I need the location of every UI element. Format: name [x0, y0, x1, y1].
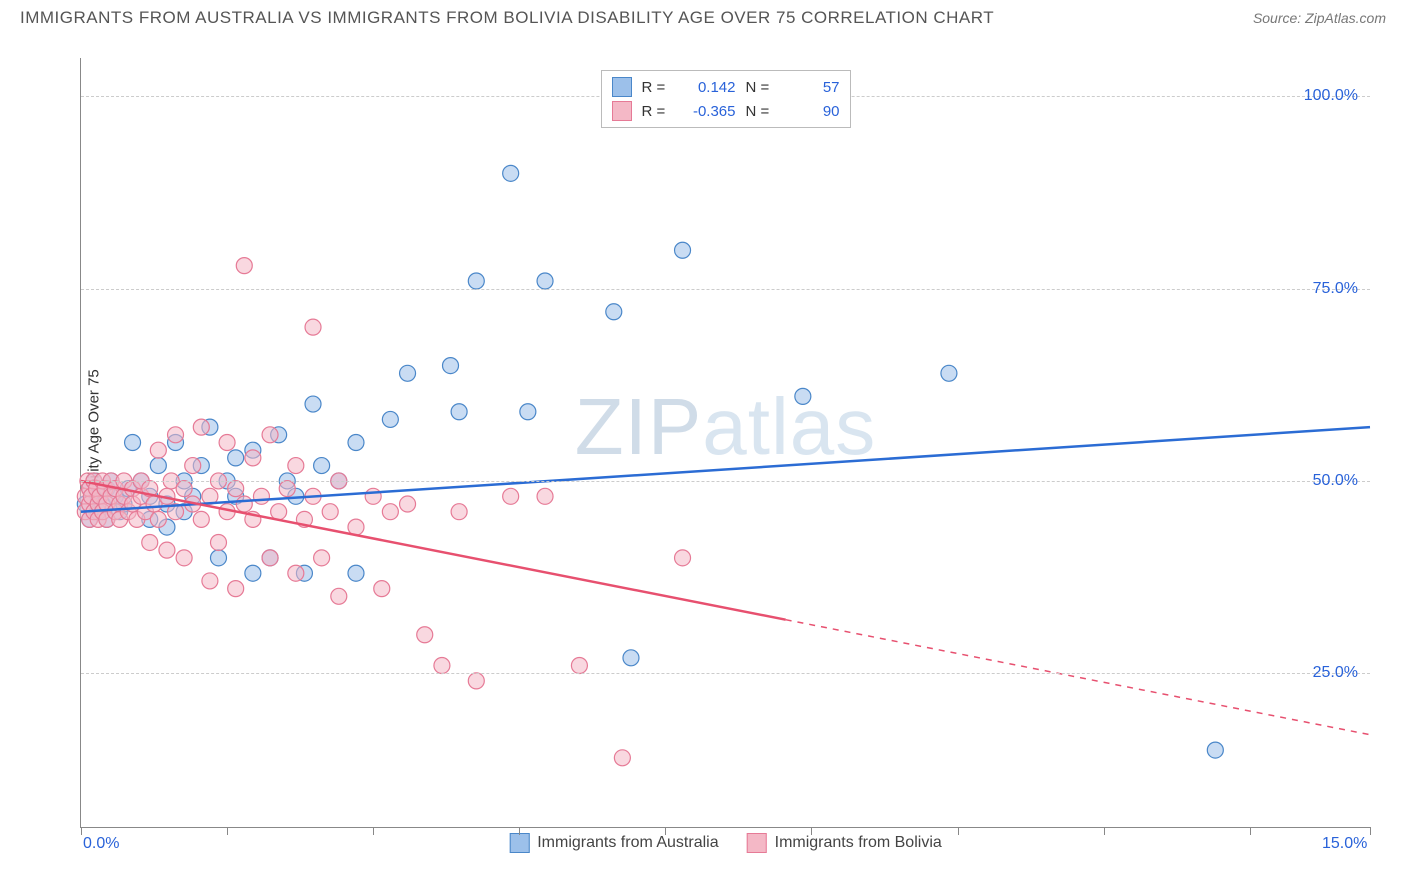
scatter-point	[434, 658, 450, 674]
n-label: N =	[746, 103, 774, 120]
r-label: R =	[642, 79, 670, 96]
r-value-a: 0.142	[680, 79, 736, 96]
scatter-point	[606, 304, 622, 320]
r-value-b: -0.365	[680, 103, 736, 120]
scatter-point	[176, 481, 192, 497]
legend-item-a: Immigrants from Australia	[509, 833, 718, 853]
scatter-point	[348, 519, 364, 535]
scatter-point	[941, 365, 957, 381]
y-tick-label: 25.0%	[1313, 664, 1358, 682]
scatter-point	[125, 435, 141, 451]
scatter-point	[503, 488, 519, 504]
scatter-point	[443, 358, 459, 374]
scatter-point	[245, 565, 261, 581]
scatter-point	[623, 650, 639, 666]
scatter-point	[451, 504, 467, 520]
scatter-point	[331, 588, 347, 604]
chart-svg	[81, 58, 1370, 827]
legend-item-b: Immigrants from Bolivia	[747, 833, 942, 853]
scatter-point	[571, 658, 587, 674]
correlation-chart: Disability Age Over 75 ZIPatlas R = 0.14…	[60, 48, 1380, 838]
swatch-series-b	[747, 833, 767, 853]
scatter-point	[1207, 742, 1223, 758]
swatch-series-a	[509, 833, 529, 853]
scatter-point	[382, 411, 398, 427]
scatter-point	[400, 365, 416, 381]
scatter-point	[322, 504, 338, 520]
page-title: IMMIGRANTS FROM AUSTRALIA VS IMMIGRANTS …	[20, 8, 994, 28]
swatch-series-a	[612, 77, 632, 97]
n-value-a: 57	[784, 79, 840, 96]
scatter-point	[193, 511, 209, 527]
scatter-point	[150, 442, 166, 458]
scatter-point	[228, 581, 244, 597]
scatter-point	[150, 511, 166, 527]
scatter-point	[795, 388, 811, 404]
scatter-point	[503, 165, 519, 181]
legend-stats: R = 0.142 N = 57 R = -0.365 N = 90	[601, 70, 851, 128]
scatter-point	[348, 565, 364, 581]
scatter-point	[185, 458, 201, 474]
legend-label-a: Immigrants from Australia	[537, 834, 718, 852]
scatter-point	[245, 450, 261, 466]
scatter-point	[202, 573, 218, 589]
scatter-point	[159, 542, 175, 558]
scatter-point	[279, 481, 295, 497]
legend-stats-row: R = 0.142 N = 57	[612, 75, 840, 99]
scatter-point	[675, 242, 691, 258]
legend-stats-row: R = -0.365 N = 90	[612, 99, 840, 123]
n-value-b: 90	[784, 103, 840, 120]
scatter-point	[537, 488, 553, 504]
scatter-point	[314, 550, 330, 566]
scatter-point	[675, 550, 691, 566]
scatter-point	[468, 273, 484, 289]
swatch-series-b	[612, 101, 632, 121]
scatter-point	[176, 550, 192, 566]
legend-series: Immigrants from Australia Immigrants fro…	[509, 833, 942, 853]
scatter-point	[417, 627, 433, 643]
scatter-point	[262, 427, 278, 443]
n-label: N =	[746, 79, 774, 96]
scatter-point	[142, 534, 158, 550]
scatter-point	[314, 458, 330, 474]
scatter-point	[305, 396, 321, 412]
scatter-point	[451, 404, 467, 420]
scatter-point	[348, 435, 364, 451]
legend-label-b: Immigrants from Bolivia	[775, 834, 942, 852]
scatter-point	[288, 458, 304, 474]
x-tick-label: 15.0%	[1322, 835, 1367, 853]
scatter-point	[537, 273, 553, 289]
y-tick-label: 50.0%	[1313, 472, 1358, 490]
scatter-point	[382, 504, 398, 520]
scatter-point	[219, 435, 235, 451]
scatter-point	[228, 450, 244, 466]
source-label: Source: ZipAtlas.com	[1253, 10, 1386, 26]
scatter-point	[262, 550, 278, 566]
scatter-point	[520, 404, 536, 420]
scatter-point	[193, 419, 209, 435]
scatter-point	[210, 550, 226, 566]
scatter-point	[150, 458, 166, 474]
plot-area: ZIPatlas R = 0.142 N = 57 R = -0.365 N =…	[80, 58, 1370, 828]
scatter-point	[400, 496, 416, 512]
scatter-point	[374, 581, 390, 597]
r-label: R =	[642, 103, 670, 120]
scatter-point	[228, 481, 244, 497]
scatter-point	[271, 504, 287, 520]
scatter-point	[614, 750, 630, 766]
scatter-point	[168, 427, 184, 443]
scatter-point	[253, 488, 269, 504]
scatter-point	[288, 565, 304, 581]
scatter-point	[236, 258, 252, 274]
y-tick-label: 75.0%	[1313, 280, 1358, 298]
scatter-point	[210, 534, 226, 550]
x-tick-label: 0.0%	[83, 835, 119, 853]
scatter-point	[468, 673, 484, 689]
scatter-point	[305, 319, 321, 335]
y-tick-label: 100.0%	[1304, 87, 1358, 105]
scatter-point	[236, 496, 252, 512]
scatter-point	[365, 488, 381, 504]
trend-line-extrapolated	[786, 620, 1370, 735]
